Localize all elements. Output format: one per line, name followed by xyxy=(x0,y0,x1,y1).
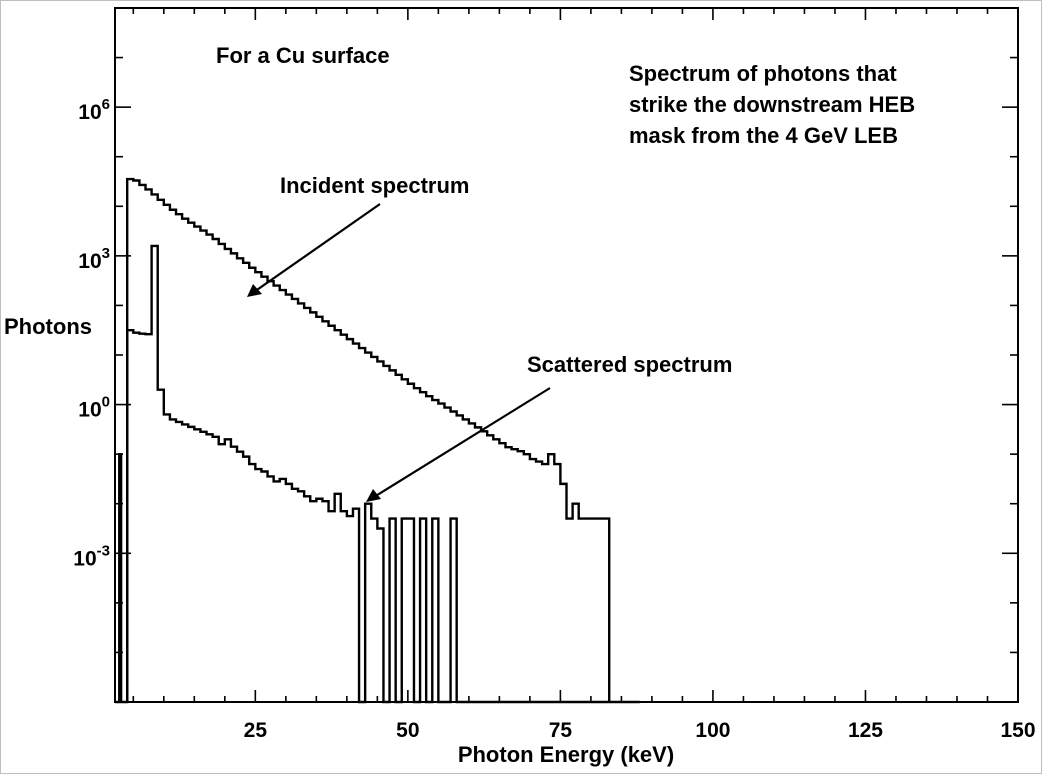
incident-arrow xyxy=(247,203,381,297)
description-line-3: mask from the 4 GeV LEB xyxy=(629,123,898,148)
surface-annotation: For a Cu surface xyxy=(216,43,390,68)
x-tick-label-125: 125 xyxy=(848,719,883,742)
x-tick-label-25: 25 xyxy=(244,719,268,742)
incident-spectrum-line xyxy=(126,177,611,702)
x-axis-title: Photon Energy (keV) xyxy=(458,742,674,767)
scattered-spectrum-line xyxy=(115,244,640,704)
scattered-spectrum-label: Scattered spectrum xyxy=(527,352,732,377)
description-line-2: strike the downstream HEB xyxy=(629,92,915,117)
y-tick-labels: 106 103 100 10-3 xyxy=(73,96,110,570)
x-tick-label-150: 150 xyxy=(1000,719,1035,742)
y-tick-label-1e6: 106 xyxy=(78,96,110,124)
x-tick-label-75: 75 xyxy=(549,719,573,742)
x-tick-labels: 25 50 75 100 125 150 xyxy=(244,719,1036,742)
series-layer xyxy=(115,177,640,704)
x-tick-label-100: 100 xyxy=(695,719,730,742)
description-line-1: Spectrum of photons that xyxy=(629,61,897,86)
incident-spectrum-label: Incident spectrum xyxy=(280,173,469,198)
x-tick-label-50: 50 xyxy=(396,719,419,742)
y-tick-label-1e0: 100 xyxy=(78,394,110,422)
y-axis-title: Photons xyxy=(4,314,92,339)
y-tick-label-1e-3: 10-3 xyxy=(73,542,110,570)
scattered-arrow xyxy=(366,387,551,502)
y-tick-label-1e3: 103 xyxy=(78,245,110,273)
